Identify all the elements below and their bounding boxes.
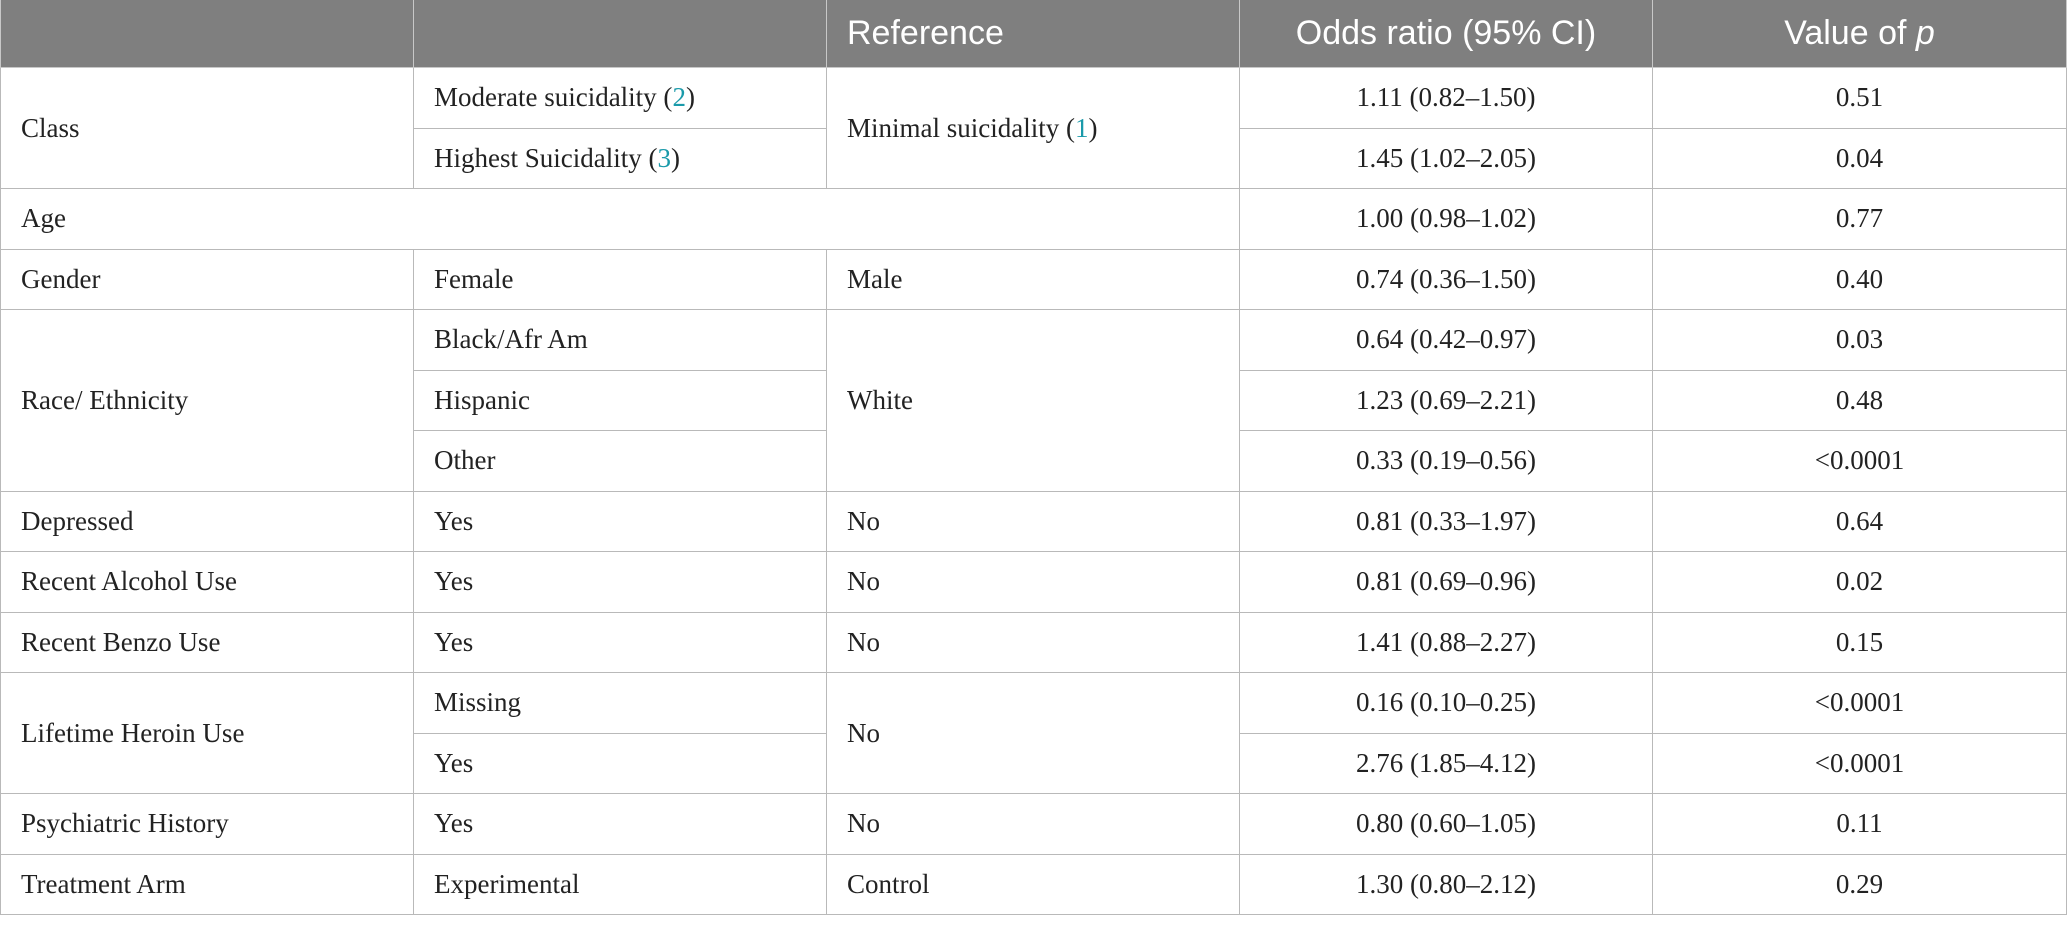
level-cell: Yes [413, 793, 827, 855]
row-label-depressed: Depressed [0, 490, 414, 552]
odds-ratio-cell: 0.64 (0.42–0.97) [1239, 309, 1653, 371]
odds-ratio-cell: 1.00 (0.98–1.02) [1239, 188, 1653, 250]
p-value-cell: <0.0001 [1652, 732, 2067, 794]
table-row: Depressed Yes No 0.81 (0.33–1.97) 0.64 [0, 490, 2067, 552]
row-label-psych: Psychiatric History [0, 793, 414, 855]
header-p-value: Value of p [1652, 0, 2067, 68]
level-cell: Yes [413, 611, 827, 673]
header-reference: Reference [826, 0, 1240, 68]
table-row: Gender Female Male 0.74 (0.36–1.50) 0.40 [0, 248, 2067, 310]
table-row: Hispanic 1.23 (0.69–2.21) 0.48 [1, 369, 2067, 431]
level-cell: Highest Suicidality (3) [413, 127, 827, 189]
odds-ratio-cell: 0.33 (0.19–0.56) [1239, 430, 1653, 492]
p-value-cell: 0.77 [1652, 188, 2067, 250]
level-text: ) [685, 82, 695, 113]
reference-cell: No [826, 793, 1240, 855]
level-text: Highest Suicidality ( [434, 142, 658, 173]
reference-cell: White [826, 309, 1240, 492]
row-label-alcohol: Recent Alcohol Use [0, 551, 414, 613]
odds-ratio-cell: 1.45 (1.02–2.05) [1239, 127, 1653, 189]
row-label-age: Age [0, 188, 1240, 250]
p-value-cell: 0.02 [1652, 551, 2067, 613]
odds-ratio-cell: 0.81 (0.69–0.96) [1239, 551, 1653, 613]
table-row: Psychiatric History Yes No 0.80 (0.60–1.… [0, 793, 2067, 855]
reference-cell: Male [826, 248, 1240, 310]
odds-ratio-cell: 0.80 (0.60–1.05) [1239, 793, 1653, 855]
header-variable [0, 0, 414, 68]
reference-cell: No [826, 551, 1240, 613]
odds-ratio-cell: 1.23 (0.69–2.21) [1239, 369, 1653, 431]
p-value-cell: <0.0001 [1652, 430, 2067, 492]
table-row: Recent Benzo Use Yes No 1.41 (0.88–2.27)… [0, 611, 2067, 673]
odds-ratio-cell: 1.11 (0.82–1.50) [1239, 67, 1653, 129]
table-header-row: Reference Odds ratio (95% CI) Value of p [0, 0, 2067, 68]
header-level [413, 0, 827, 68]
p-value-cell: 0.51 [1652, 67, 2067, 129]
p-value-cell: 0.40 [1652, 248, 2067, 310]
reference-cell: No [826, 672, 1240, 794]
reference-cell: Minimal suicidality (1) [826, 67, 1240, 189]
row-label-treatment: Treatment Arm [0, 853, 414, 915]
row-label-gender: Gender [0, 248, 414, 310]
row-label-race: Race/ Ethnicity [0, 309, 414, 492]
row-label-benzo: Recent Benzo Use [0, 611, 414, 673]
level-cell: Yes [413, 551, 827, 613]
level-cell: Moderate suicidality (2) [413, 67, 827, 129]
odds-ratio-cell: 0.16 (0.10–0.25) [1239, 672, 1653, 734]
reference-link[interactable]: 1 [1074, 112, 1089, 143]
p-value-cell: 0.48 [1652, 369, 2067, 431]
table-row: Race/ Ethnicity Black/Afr Am White 0.64 … [0, 309, 2067, 492]
level-cell: Yes [413, 732, 827, 794]
level-cell: Black/Afr Am [413, 309, 827, 371]
reference-text: Minimal suicidality ( [847, 112, 1075, 143]
table-row: Highest Suicidality (3) 1.45 (1.02–2.05)… [1, 127, 2067, 189]
p-value-cell: 0.64 [1652, 490, 2067, 552]
row-label-heroin: Lifetime Heroin Use [0, 672, 414, 794]
level-cell: Yes [413, 490, 827, 552]
level-cell: Missing [413, 672, 827, 734]
odds-ratio-cell: 0.81 (0.33–1.97) [1239, 490, 1653, 552]
level-cell: Female [413, 248, 827, 310]
p-value-cell: 0.11 [1652, 793, 2067, 855]
row-label-class: Class [0, 67, 414, 189]
table-row: Recent Alcohol Use Yes No 0.81 (0.69–0.9… [0, 551, 2067, 613]
table-row: Class Moderate suicidality (2) Minimal s… [0, 67, 2067, 189]
level-text: ) [670, 142, 680, 173]
reference-cell: No [826, 490, 1240, 552]
odds-ratio-cell: 1.41 (0.88–2.27) [1239, 611, 1653, 673]
level-cell: Other [413, 430, 827, 492]
header-odds-ratio: Odds ratio (95% CI) [1239, 0, 1653, 68]
reference-cell: No [826, 611, 1240, 673]
level-text: Moderate suicidality ( [434, 82, 673, 113]
reference-link[interactable]: 3 [657, 142, 671, 173]
reference-text: ) [1088, 112, 1098, 143]
p-value-cell: 0.29 [1652, 853, 2067, 915]
table-row: Treatment Arm Experimental Control 1.30 … [0, 853, 2067, 915]
header-p-italic: p [1915, 14, 1935, 52]
odds-ratio-cell: 1.30 (0.80–2.12) [1239, 853, 1653, 915]
table-row: Age 1.00 (0.98–1.02) 0.77 [0, 188, 2067, 250]
header-p-prefix: Value of [1784, 14, 1916, 52]
reference-link[interactable]: 2 [672, 82, 686, 113]
p-value-cell: 0.15 [1652, 611, 2067, 673]
p-value-cell: 0.03 [1652, 309, 2067, 371]
odds-ratio-table: Reference Odds ratio (95% CI) Value of p… [0, 0, 2067, 915]
level-cell: Hispanic [413, 369, 827, 431]
reference-cell: Control [826, 853, 1240, 915]
p-value-cell: <0.0001 [1652, 672, 2067, 734]
odds-ratio-cell: 0.74 (0.36–1.50) [1239, 248, 1653, 310]
table-row: Lifetime Heroin Use Missing No 0.16 (0.1… [0, 672, 2067, 794]
p-value-cell: 0.04 [1652, 127, 2067, 189]
level-cell: Experimental [413, 853, 827, 915]
odds-ratio-cell: 2.76 (1.85–4.12) [1239, 732, 1653, 794]
